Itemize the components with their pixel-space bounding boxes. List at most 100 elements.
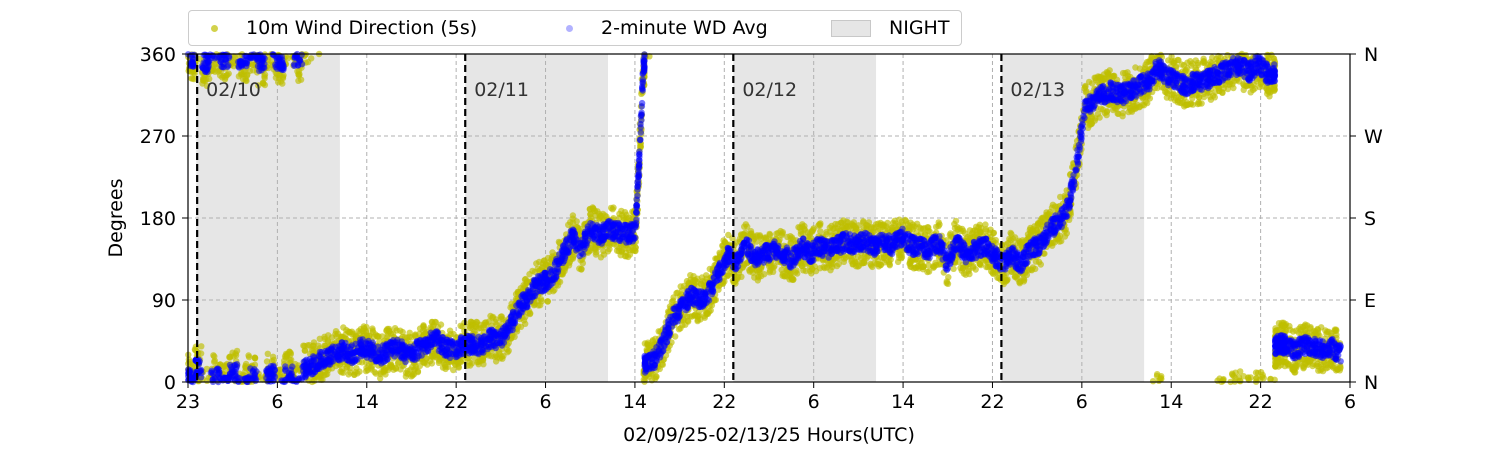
data-point <box>468 360 476 367</box>
data-point <box>245 352 252 359</box>
data-point <box>288 375 296 383</box>
data-point <box>210 358 218 366</box>
data-point <box>1036 219 1044 226</box>
data-point <box>1028 266 1035 273</box>
data-point <box>802 267 809 275</box>
data-point <box>324 337 332 344</box>
data-point <box>1129 102 1137 110</box>
data-point <box>645 344 653 351</box>
data-point <box>624 253 632 261</box>
data-point <box>1057 193 1064 201</box>
data-point <box>282 363 289 370</box>
data-point <box>1144 99 1151 107</box>
data-point <box>289 363 296 370</box>
data-point <box>1063 230 1071 237</box>
data-point <box>308 371 315 378</box>
data-point <box>653 373 660 380</box>
data-point <box>600 247 607 255</box>
data-point <box>1128 108 1136 115</box>
data-point <box>517 323 525 330</box>
data-point <box>222 56 230 63</box>
data-point <box>578 265 585 273</box>
data-point <box>420 322 427 329</box>
data-point <box>307 361 315 369</box>
data-point <box>1334 366 1341 373</box>
data-point <box>587 214 595 221</box>
data-point <box>1136 65 1144 72</box>
data-point <box>1011 234 1019 241</box>
data-point <box>555 238 563 246</box>
data-point <box>496 350 503 358</box>
series-2min-avg <box>185 50 1345 386</box>
data-point <box>909 221 917 228</box>
data-point <box>835 260 842 268</box>
data-point <box>279 80 286 87</box>
data-point <box>197 374 205 381</box>
data-point <box>198 366 205 374</box>
data-point <box>779 270 787 278</box>
data-point <box>1313 362 1320 369</box>
data-point <box>1240 86 1247 94</box>
data-point <box>615 247 623 255</box>
data-point <box>190 56 197 64</box>
data-point <box>450 330 457 338</box>
data-point <box>863 221 870 229</box>
data-point <box>304 58 312 66</box>
data-point <box>386 327 393 335</box>
data-point <box>591 208 599 215</box>
data-point <box>898 254 906 261</box>
data-point <box>863 254 870 261</box>
data-point <box>734 273 742 281</box>
data-point <box>261 73 268 80</box>
data-point <box>902 217 910 225</box>
data-point <box>794 270 801 277</box>
data-point <box>1142 61 1149 68</box>
data-point <box>637 143 644 150</box>
data-point <box>835 255 842 262</box>
data-point <box>206 75 213 83</box>
data-point <box>1168 53 1175 60</box>
data-point <box>431 318 439 326</box>
data-point <box>1146 95 1154 102</box>
data-point <box>287 351 294 358</box>
data-point <box>679 322 686 329</box>
data-point <box>1219 89 1226 96</box>
data-point <box>472 321 480 328</box>
data-point <box>692 311 699 318</box>
data-point <box>944 280 952 287</box>
data-point <box>854 263 862 270</box>
data-point <box>1192 57 1200 64</box>
data-point <box>526 271 533 278</box>
data-point <box>298 51 305 58</box>
data-point <box>190 75 198 83</box>
data-point <box>816 265 824 272</box>
data-point <box>747 265 755 272</box>
data-point <box>1282 358 1290 366</box>
data-point <box>203 365 211 373</box>
data-point <box>316 335 323 342</box>
data-point <box>489 313 497 321</box>
data-point <box>646 53 653 60</box>
night-shading <box>196 54 1145 382</box>
data-point <box>930 264 937 271</box>
data-point <box>1292 369 1299 376</box>
data-point <box>1175 93 1183 101</box>
data-point <box>609 206 616 213</box>
data-point <box>920 225 927 232</box>
data-point <box>505 339 512 347</box>
data-point <box>828 222 835 230</box>
data-point <box>414 368 422 375</box>
data-point <box>377 369 385 376</box>
data-point <box>295 59 302 66</box>
data-point <box>945 274 952 281</box>
data-point <box>388 363 396 370</box>
data-point <box>223 72 230 79</box>
data-point <box>343 365 350 372</box>
grid <box>188 54 1350 382</box>
data-point <box>1200 93 1208 101</box>
data-point <box>1265 55 1272 62</box>
data-point <box>679 287 686 294</box>
data-point <box>1147 57 1154 65</box>
data-point <box>632 244 639 251</box>
data-point <box>753 266 760 274</box>
